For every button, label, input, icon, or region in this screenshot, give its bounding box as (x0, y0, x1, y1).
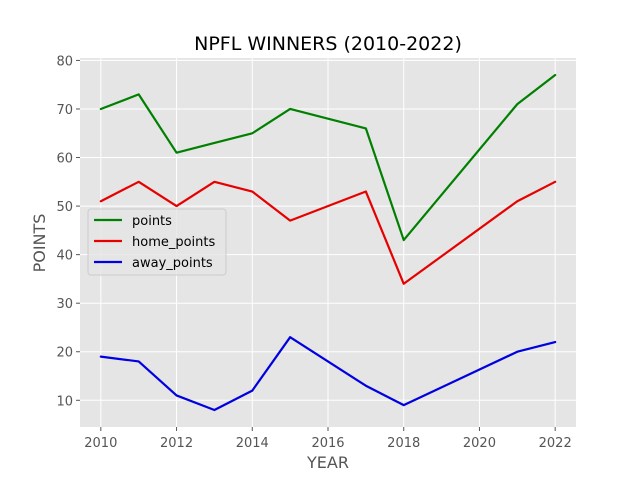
series-line-away-points (99, 336, 557, 412)
y-tick-label: 50 (56, 200, 73, 215)
x-tick-label: 2016 (311, 436, 344, 451)
series-line-home-points (99, 180, 557, 285)
y-tick-label: 60 (56, 152, 73, 167)
series-line-points (99, 73, 557, 242)
y-axis-ticks: 10 20 30 40 50 60 70 80 (56, 54, 80, 409)
y-tick-label: 10 (56, 394, 73, 409)
y-axis-label: POINTS (30, 214, 49, 273)
legend-label-away-points: away_points (132, 256, 213, 271)
x-tick-label: 2014 (236, 436, 269, 451)
x-tick-label: 2012 (160, 436, 193, 451)
y-tick-label: 20 (56, 346, 73, 361)
x-axis-ticks: 2010 2012 2014 2016 2018 2020 2022 (84, 427, 572, 451)
legend-box (87, 208, 227, 276)
chart-title: NPFL WINNERS (2010-2022) (194, 33, 462, 55)
y-tick-label: 70 (56, 103, 73, 118)
y-tick-label: 40 (56, 249, 73, 264)
legend: points home_points away_points (87, 208, 227, 276)
legend-label-home-points: home_points (132, 235, 216, 250)
y-tick-label: 80 (56, 54, 73, 69)
x-tick-label: 2018 (387, 436, 420, 451)
x-tick-label: 2020 (463, 436, 496, 451)
x-axis-label: YEAR (306, 453, 349, 472)
legend-label-points: points (132, 214, 172, 229)
x-tick-label: 2010 (84, 436, 117, 451)
x-tick-label: 2022 (539, 436, 572, 451)
y-tick-label: 30 (56, 297, 73, 312)
series-lines (99, 73, 557, 412)
